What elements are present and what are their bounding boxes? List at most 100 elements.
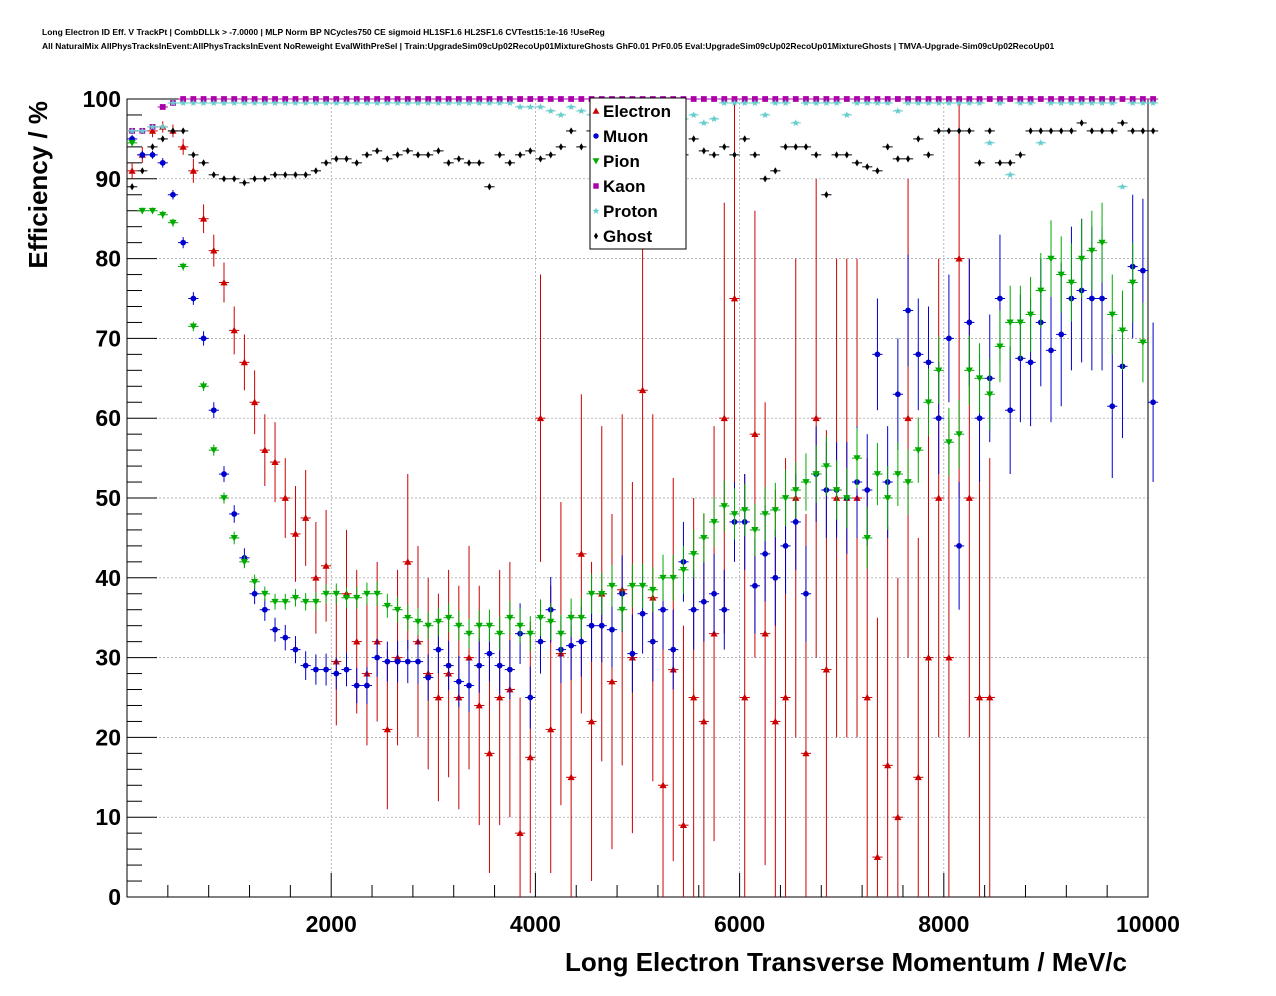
data-point (159, 211, 167, 219)
data-point (895, 155, 901, 163)
chart-title-line-2: All NaturalMix AllPhysTracksInEvent:AllP… (42, 41, 1055, 51)
data-point (485, 99, 493, 106)
data-point (721, 96, 728, 102)
data-point (761, 630, 769, 637)
data-point (220, 278, 228, 286)
data-point (465, 654, 473, 661)
data-point (1058, 96, 1065, 102)
data-point (783, 143, 788, 151)
data-point (364, 151, 370, 159)
data-point (1098, 99, 1106, 106)
data-point (679, 566, 688, 574)
data-point (180, 127, 186, 135)
data-point (1078, 96, 1085, 102)
data-point (1139, 99, 1147, 106)
data-point (730, 511, 739, 518)
data-point (803, 590, 809, 597)
data-point (129, 183, 135, 191)
y-tick-label: 60 (95, 405, 121, 431)
data-point (374, 96, 381, 102)
data-point (374, 147, 380, 155)
data-point (935, 96, 942, 102)
data-point (924, 99, 933, 106)
data-point (904, 414, 912, 422)
data-point (436, 147, 441, 155)
data-point (955, 255, 963, 262)
data-point (506, 666, 513, 673)
data-point (547, 107, 555, 114)
data-point (405, 147, 410, 155)
data-point (782, 543, 789, 549)
data-point (322, 590, 330, 598)
data-point (1037, 139, 1045, 146)
data-point (721, 606, 728, 613)
data-point (884, 495, 892, 502)
data-point (935, 415, 942, 422)
data-point (312, 598, 320, 606)
data-point (1007, 407, 1014, 414)
data-point (312, 574, 320, 581)
data-point (435, 96, 442, 102)
x-tick-label: 6000 (714, 911, 765, 937)
data-point (854, 159, 860, 167)
data-point (567, 614, 575, 622)
data-point (885, 143, 890, 151)
data-point (394, 96, 401, 102)
data-point (822, 665, 830, 673)
data-point (1016, 99, 1024, 106)
data-point (720, 503, 728, 510)
data-point (904, 99, 912, 106)
data-point (342, 99, 351, 106)
data-point (752, 151, 758, 159)
data-point (210, 407, 217, 414)
legend-marker (593, 232, 599, 240)
data-point (618, 606, 626, 614)
data-point (822, 99, 830, 106)
data-point (1130, 127, 1135, 135)
data-point (558, 143, 564, 151)
data-point (200, 99, 208, 106)
data-point (373, 590, 381, 598)
data-point (302, 96, 309, 102)
data-point (578, 638, 585, 645)
data-point (1047, 255, 1055, 263)
data-point (414, 99, 422, 106)
data-point (803, 96, 809, 102)
data-point (292, 646, 299, 653)
data-point (997, 295, 1003, 302)
data-point (598, 590, 606, 598)
data-point (833, 96, 840, 102)
data-point (1008, 159, 1013, 167)
data-point (1088, 247, 1096, 255)
data-point (404, 658, 411, 665)
data-point (1099, 295, 1105, 302)
data-point (170, 127, 176, 135)
data-point (538, 155, 543, 163)
data-point (914, 99, 922, 106)
data-point (578, 96, 585, 102)
data-point (1139, 339, 1147, 346)
data-point (527, 96, 534, 102)
y-tick-label: 50 (95, 485, 121, 511)
data-point (577, 550, 585, 557)
data-point (169, 219, 177, 227)
data-point (140, 167, 145, 175)
data-point (853, 455, 861, 462)
data-point (240, 99, 248, 106)
data-point (261, 446, 269, 453)
data-point (445, 99, 453, 106)
data-point (271, 458, 279, 465)
data-point (252, 175, 257, 183)
data-point (935, 367, 943, 374)
data-point (191, 151, 196, 159)
data-point (526, 753, 534, 761)
data-point (516, 829, 524, 837)
legend-label-muon: Muon (603, 127, 648, 146)
data-point (690, 96, 697, 102)
data-point (711, 151, 717, 159)
data-point (701, 147, 707, 155)
data-point (180, 239, 187, 246)
data-point (690, 550, 698, 558)
data-point (884, 96, 891, 102)
data-point (241, 96, 248, 102)
